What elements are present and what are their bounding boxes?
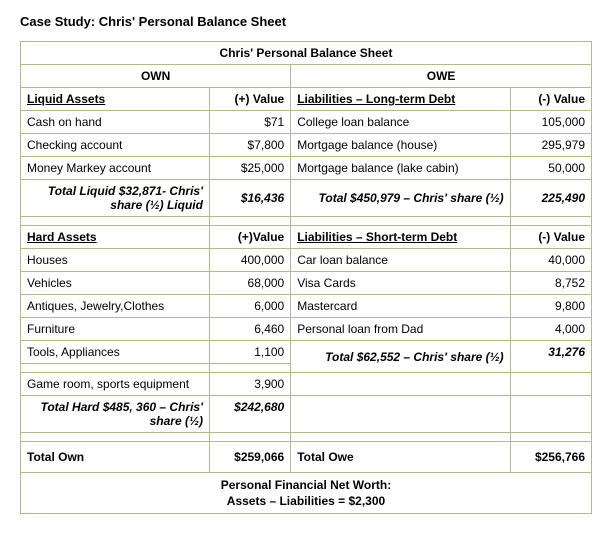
shortterm-row-label: Mastercard bbox=[291, 295, 510, 318]
longterm-row-label: Mortgage balance (lake cabin) bbox=[291, 157, 510, 180]
table-row: Money Markey account $25,000 Mortgage ba… bbox=[21, 157, 592, 180]
liquid-total-value: $16,436 bbox=[209, 180, 290, 217]
hard-row-value: 1,100 bbox=[209, 341, 290, 364]
hard-total-value: $242,680 bbox=[209, 396, 290, 433]
longterm-total-label: Total $450,979 – Chris' share (½) bbox=[291, 180, 510, 217]
case-study-title: Case Study: Chris' Personal Balance Shee… bbox=[20, 14, 592, 29]
longterm-row-value: 50,000 bbox=[510, 157, 591, 180]
shortterm-row-value: 4,000 bbox=[510, 318, 591, 341]
hard-row-label: Tools, Appliances bbox=[21, 341, 210, 364]
shortterm-value-heading: (-) Value bbox=[510, 226, 591, 249]
table-row: Cash on hand $71 College loan balance 10… bbox=[21, 111, 592, 134]
hard-row-label: Furniture bbox=[21, 318, 210, 341]
table-row: Vehicles 68,000 Visa Cards 8,752 bbox=[21, 272, 592, 295]
shortterm-heading: Liabilities – Short-term Debt bbox=[297, 230, 457, 244]
net-worth-footer: Personal Financial Net Worth: Assets – L… bbox=[21, 473, 592, 514]
hard-row-label bbox=[21, 364, 210, 373]
owe-header: OWE bbox=[291, 65, 592, 88]
longterm-row-label: College loan balance bbox=[291, 111, 510, 134]
liquid-row-label: Money Markey account bbox=[21, 157, 210, 180]
shortterm-row-label: Car loan balance bbox=[291, 249, 510, 272]
table-row: OWN OWE bbox=[21, 65, 592, 88]
shortterm-total-label: Total $62,552 – Chris' share (½) bbox=[291, 341, 510, 373]
table-row: Antiques, Jewelry,Clothes 6,000 Masterca… bbox=[21, 295, 592, 318]
shortterm-row-label: Personal loan from Dad bbox=[291, 318, 510, 341]
table-row: Chris' Personal Balance Sheet bbox=[21, 42, 592, 65]
liquid-value-heading: (+) Value bbox=[209, 88, 290, 111]
total-own-label: Total Own bbox=[21, 442, 210, 473]
table-row: Personal Financial Net Worth: Assets – L… bbox=[21, 473, 592, 514]
table-row: Total Hard $485, 360 – Chris' share (½) … bbox=[21, 396, 592, 433]
sheet-title: Chris' Personal Balance Sheet bbox=[21, 42, 592, 65]
hard-row-value: 400,000 bbox=[209, 249, 290, 272]
table-row: Houses 400,000 Car loan balance 40,000 bbox=[21, 249, 592, 272]
hard-row-label: Antiques, Jewelry,Clothes bbox=[21, 295, 210, 318]
footer-line1: Personal Financial Net Worth: bbox=[221, 478, 391, 492]
longterm-row-value: 295,979 bbox=[510, 134, 591, 157]
table-row bbox=[21, 433, 592, 442]
hard-value-heading: (+)Value bbox=[209, 226, 290, 249]
liquid-row-value: $7,800 bbox=[209, 134, 290, 157]
table-row: Tools, Appliances 1,100 Total $62,552 – … bbox=[21, 341, 592, 364]
hard-row-label: Vehicles bbox=[21, 272, 210, 295]
hard-total-label: Total Hard $485, 360 – Chris' share (½) bbox=[21, 396, 210, 433]
hard-row-value: 68,000 bbox=[209, 272, 290, 295]
liquid-row-label: Checking account bbox=[21, 134, 210, 157]
hard-row-value: 6,000 bbox=[209, 295, 290, 318]
longterm-heading: Liabilities – Long-term Debt bbox=[297, 92, 455, 106]
hard-row-value: 3,900 bbox=[209, 373, 290, 396]
hard-row-label: Game room, sports equipment bbox=[21, 373, 210, 396]
table-row bbox=[21, 217, 592, 226]
hard-row-value bbox=[209, 364, 290, 373]
shortterm-row-value: 8,752 bbox=[510, 272, 591, 295]
longterm-total-value: 225,490 bbox=[510, 180, 591, 217]
hard-row-label: Houses bbox=[21, 249, 210, 272]
table-row: Total Own $259,066 Total Owe $256,766 bbox=[21, 442, 592, 473]
liquid-assets-heading: Liquid Assets bbox=[27, 92, 105, 106]
liquid-row-label: Cash on hand bbox=[21, 111, 210, 134]
shortterm-total-value: 31,276 bbox=[510, 341, 591, 373]
total-owe-value: $256,766 bbox=[510, 442, 591, 473]
shortterm-row-value: 40,000 bbox=[510, 249, 591, 272]
table-row: Furniture 6,460 Personal loan from Dad 4… bbox=[21, 318, 592, 341]
liquid-total-label: Total Liquid $32,871- Chris' share (½) L… bbox=[21, 180, 210, 217]
longterm-row-value: 105,000 bbox=[510, 111, 591, 134]
table-row: Hard Assets (+)Value Liabilities – Short… bbox=[21, 226, 592, 249]
longterm-value-heading: (-) Value bbox=[510, 88, 591, 111]
total-own-value: $259,066 bbox=[209, 442, 290, 473]
shortterm-row-label: Visa Cards bbox=[291, 272, 510, 295]
table-row: Total Liquid $32,871- Chris' share (½) L… bbox=[21, 180, 592, 217]
liquid-row-value: $71 bbox=[209, 111, 290, 134]
table-row: Game room, sports equipment 3,900 bbox=[21, 373, 592, 396]
balance-sheet-table: Chris' Personal Balance Sheet OWN OWE Li… bbox=[20, 41, 592, 514]
table-row: Liquid Assets (+) Value Liabilities – Lo… bbox=[21, 88, 592, 111]
total-owe-label: Total Owe bbox=[291, 442, 510, 473]
table-row: Checking account $7,800 Mortgage balance… bbox=[21, 134, 592, 157]
hard-assets-heading: Hard Assets bbox=[27, 230, 97, 244]
footer-line2: Assets – Liabilities = $2,300 bbox=[227, 494, 385, 508]
longterm-row-label: Mortgage balance (house) bbox=[291, 134, 510, 157]
own-header: OWN bbox=[21, 65, 291, 88]
shortterm-row-value: 9,800 bbox=[510, 295, 591, 318]
hard-row-value: 6,460 bbox=[209, 318, 290, 341]
liquid-row-value: $25,000 bbox=[209, 157, 290, 180]
